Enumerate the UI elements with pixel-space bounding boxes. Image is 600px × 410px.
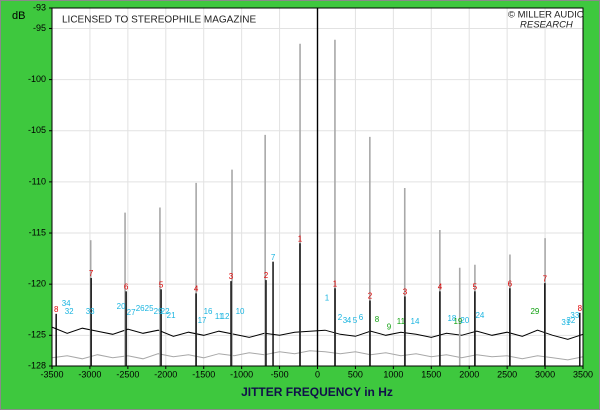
x-tick-label: 2500 <box>497 369 517 379</box>
harmonic-label: 20 <box>460 316 469 325</box>
harmonic-label: 8 <box>578 304 583 313</box>
harmonic-label: 8 <box>54 305 59 314</box>
harmonic-label: 7 <box>89 269 94 278</box>
harmonic-label: 19 <box>453 317 462 326</box>
x-tick-label: -3000 <box>78 369 101 379</box>
harmonic-label: 33 <box>86 307 95 316</box>
harmonic-label: 2 <box>338 313 343 322</box>
x-tick-label: -1000 <box>230 369 253 379</box>
harmonic-label: 25 <box>145 304 154 313</box>
harmonic-label: 2 <box>368 292 373 301</box>
credit: RESEARCH <box>520 20 573 31</box>
harmonic-label: 29 <box>530 307 539 316</box>
harmonic-label: 31 <box>561 318 570 327</box>
harmonic-label: 17 <box>198 316 207 325</box>
y-tick-label: -120 <box>28 279 46 289</box>
harmonic-label: 26 <box>136 304 145 313</box>
y-axis-label: dB <box>12 10 25 22</box>
x-tick-label: -1500 <box>192 369 215 379</box>
y-tick-label: -115 <box>29 227 46 237</box>
harmonic-label: 33 <box>570 311 579 320</box>
credit: © MILLER AUDIO <box>508 10 584 21</box>
harmonic-label: 1 <box>333 279 338 288</box>
harmonic-label: 3 <box>403 288 408 297</box>
harmonic-label: 5 <box>353 316 358 325</box>
y-tick-label: -95 <box>33 23 46 33</box>
x-tick-label: 0 <box>315 369 320 379</box>
y-tick-label: -105 <box>28 125 46 135</box>
y-tick-label: -100 <box>28 74 46 84</box>
harmonic-label: 4 <box>438 282 443 291</box>
x-tick-label: -2000 <box>154 369 177 379</box>
harmonic-label: 11 <box>397 317 406 326</box>
x-tick-label: 3500 <box>573 369 593 379</box>
x-tick-label: 500 <box>348 369 363 379</box>
harmonic-label: 14 <box>411 317 420 326</box>
harmonic-label: 9 <box>387 322 392 331</box>
harmonic-label: 10 <box>236 307 245 316</box>
harmonic-label: 27 <box>127 308 136 317</box>
x-axis-label: JITTER FREQUENCY in Hz <box>241 385 393 399</box>
harmonic-label: 4 <box>194 284 199 293</box>
harmonic-label: 2 <box>264 271 269 280</box>
x-tick-label: -2500 <box>116 369 139 379</box>
harmonic-label: 7 <box>271 253 276 262</box>
plot-border <box>51 7 584 367</box>
harmonic-label: 4 <box>347 316 352 325</box>
harmonic-label: 8 <box>375 315 380 324</box>
x-tick-label: -500 <box>271 369 289 379</box>
harmonic-label: 6 <box>359 313 364 322</box>
harmonic-label: 29 <box>154 307 163 316</box>
harmonic-label: 6 <box>508 279 513 288</box>
harmonic-label: 3 <box>343 316 348 325</box>
y-tick-label: -128 <box>28 360 46 370</box>
harmonic-label: 20 <box>117 302 126 311</box>
harmonic-label: 32 <box>566 316 575 325</box>
harmonic-label: 32 <box>65 307 74 316</box>
x-tick-label: 1500 <box>421 369 441 379</box>
harmonic-label: 1 <box>325 294 330 303</box>
x-tick-label: -3500 <box>40 369 63 379</box>
x-tick-label: 1000 <box>383 369 403 379</box>
harmonic-label: 12 <box>221 312 230 321</box>
x-tick-label: 2000 <box>459 369 479 379</box>
harmonic-label: 3 <box>229 272 234 281</box>
harmonic-label: 34 <box>62 299 71 308</box>
harmonic-label: 24 <box>475 311 484 320</box>
harmonic-label: 5 <box>159 280 164 289</box>
harmonic-label: 21 <box>167 311 176 320</box>
harmonic-label: 1 <box>298 234 303 243</box>
harmonic-label: 5 <box>473 282 478 291</box>
harmonic-label: 18 <box>447 314 456 323</box>
watermark: LICENSED TO STEREOPHILE MAGAZINE <box>62 15 256 26</box>
harmonic-label: 7 <box>543 274 548 283</box>
harmonic-label: 11 <box>215 312 224 321</box>
x-tick-label: 3000 <box>535 369 555 379</box>
y-tick-label: -93 <box>33 2 46 12</box>
y-tick-label: -125 <box>28 330 46 340</box>
harmonic-label: 16 <box>204 307 213 316</box>
harmonic-label: 6 <box>124 282 129 291</box>
harmonic-label: 22 <box>161 307 170 316</box>
y-tick-label: -110 <box>29 176 46 186</box>
